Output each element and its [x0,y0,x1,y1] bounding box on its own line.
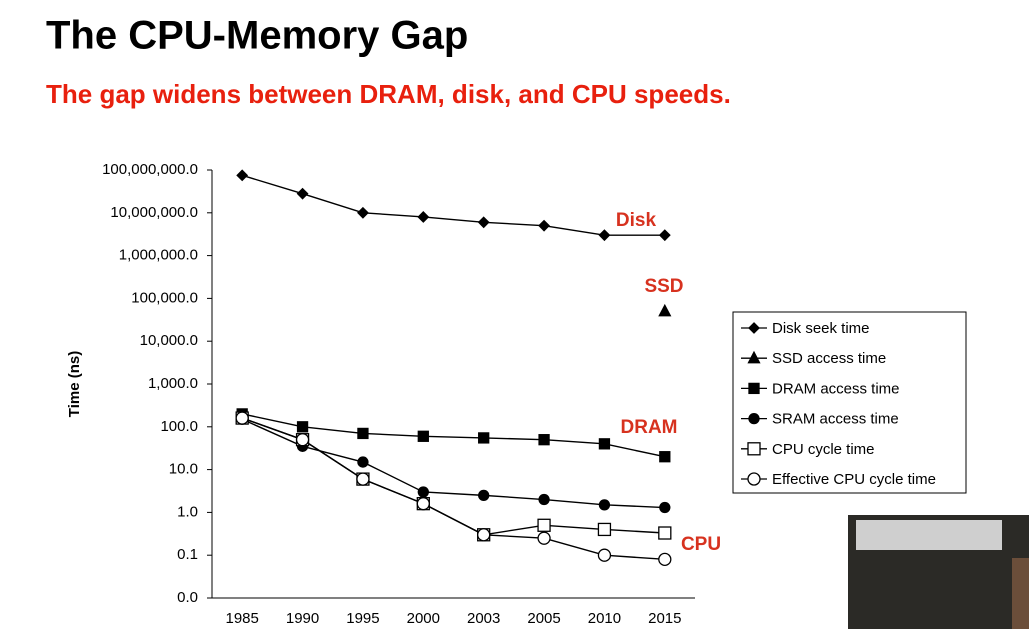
point [598,229,611,242]
point [357,427,369,440]
point [417,430,429,442]
point [478,432,490,444]
series [658,303,672,317]
x-tick-label: 1985 [226,610,259,627]
point [659,451,671,463]
video-screen [856,520,1002,550]
point [417,486,429,498]
series [236,413,671,514]
annotation: Disk [616,210,657,231]
point [417,211,430,223]
annotation: DRAM [621,417,678,438]
video-person [1012,558,1029,629]
point [658,303,672,317]
point [477,216,490,229]
point [477,528,491,542]
y-tick-label: 0.0 [177,589,198,606]
legend-label: SSD access time [772,350,886,367]
y-tick-label: 1,000.0 [148,375,198,392]
slide-title: The CPU-Memory Gap [46,14,468,58]
x-tick-label: 2010 [588,610,621,627]
legend-marker [747,350,761,364]
point [598,438,611,450]
x-tick-label: 2005 [527,610,560,627]
y-tick-label: 100.0 [160,418,198,435]
point [296,421,309,433]
legend-marker [747,472,761,486]
y-axis-label: Time (ns) [66,351,83,417]
x-tick-label: 2000 [407,610,440,627]
y-tick-label: 10.0 [169,461,198,478]
slide-subtitle: The gap widens between DRAM, disk, and C… [46,79,731,109]
point [356,472,370,486]
point [478,489,490,502]
point [597,548,612,562]
y-tick-label: 0.1 [177,546,198,563]
y-tick-label: 10,000.0 [140,332,198,349]
legend-marker [748,382,760,395]
point [538,434,550,446]
legend-label: Effective CPU cycle time [772,471,936,488]
point [416,497,430,511]
annotation: CPU [681,534,721,555]
series-line [241,174,665,236]
x-tick-label: 1990 [286,610,319,627]
point [658,229,671,242]
y-tick-label: 100,000,000.0 [102,161,198,178]
legend-label: Disk seek time [772,320,870,337]
point [659,501,671,514]
y-tick-label: 1.0 [177,503,198,520]
legend-label: DRAM access time [772,380,900,397]
x-tick-label: 2015 [648,610,681,627]
legend-label: CPU cycle time [772,441,875,458]
y-tick-label: 100,000.0 [131,289,198,306]
legend-marker [747,442,761,456]
point [538,219,550,232]
point [357,456,369,468]
legend-box [732,311,967,494]
point [658,552,672,566]
x-tick-label: 1995 [346,610,379,627]
point [597,522,612,537]
y-tick-label: 10,000,000.0 [110,204,198,221]
series [235,411,672,566]
point [537,531,551,545]
legend-marker [748,322,760,334]
series-line [241,417,665,561]
legend-marker [748,412,760,425]
point [295,433,310,447]
point [235,411,249,425]
y-tick-label: 1,000,000.0 [119,247,198,264]
video-inset [848,515,1029,629]
point [296,187,309,200]
series-line [242,413,665,458]
series [236,169,671,242]
point [357,206,369,219]
series-line [241,418,665,509]
point [658,526,672,540]
x-tick-label: 2003 [467,610,500,627]
point [537,518,551,532]
point [538,493,550,506]
point [236,169,249,182]
point [598,499,611,511]
annotation: SSD [644,276,683,297]
legend-label: SRAM access time [772,411,899,428]
